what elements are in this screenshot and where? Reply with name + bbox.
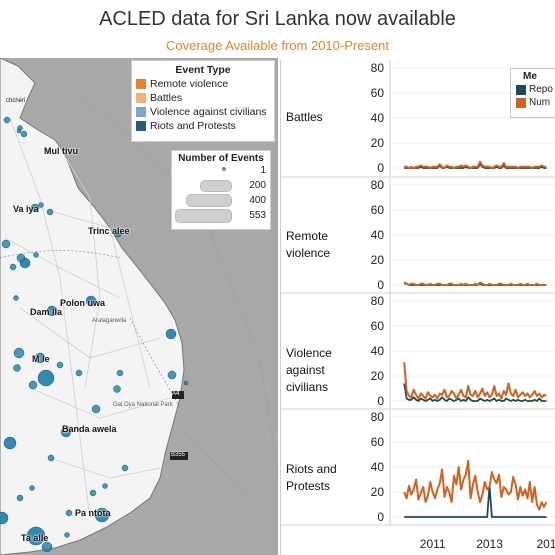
legend-item-battles[interactable]: Battles: [136, 92, 274, 104]
time-series-panels: 0 20 40 60 80 0 20 40 60 80 0 20 40 60 80 0 20 40 60 80 2011…: [280, 60, 555, 555]
road-network: [4, 117, 171, 519]
measure-legend[interactable]: Me Repo Num: [510, 68, 555, 118]
measure-legend-title: Me: [523, 71, 537, 82]
size-marker-200: [200, 180, 232, 192]
place-vavuniya: Va iya: [13, 204, 39, 214]
series-line-num: [403, 459, 548, 511]
size-marker-1: [222, 167, 226, 171]
size-legend-row: 200: [172, 179, 270, 194]
place-point-pedro: chchéri: [6, 98, 26, 104]
swatch-battles: [136, 93, 146, 103]
panel-divider: [280, 60, 281, 555]
panel-label-riots-protests: Riots and Protests: [286, 462, 337, 493]
measure-legend-label: Num: [529, 97, 551, 108]
series-line-num: [404, 281, 547, 286]
event-type-legend-title: Event Type: [175, 64, 231, 76]
time-series-chart[interactable]: 0 20 40 60 80 0 20 40 60 80 0 20 40 60 80 0 20 40 60 80 2011…: [280, 60, 555, 555]
y-tick-label: 20: [371, 253, 385, 267]
place-polonnaruwa: Polon uwa: [60, 298, 105, 308]
y-tick-label: 40: [371, 460, 385, 474]
size-legend-value: 200: [249, 180, 266, 191]
series-line-repo: [403, 383, 547, 402]
series-line-repo: [404, 163, 547, 169]
measure-legend-item-reported[interactable]: Repo: [516, 84, 555, 95]
y-tick-label: 80: [371, 178, 385, 192]
series-line-num: [403, 362, 547, 400]
size-marker-553: [175, 209, 232, 223]
legend-label: Violence against civilians: [150, 106, 267, 118]
y-tick-label: 40: [371, 228, 385, 242]
place-mullaitivu: Mul tivu: [44, 146, 78, 156]
swatch-riots-protests: [136, 121, 146, 131]
swatch-violence-civilians: [136, 107, 146, 117]
legend-item-violence-civilians[interactable]: Violence against civilians: [136, 106, 274, 118]
size-legend-value: 400: [249, 195, 266, 206]
y-tick-label: 60: [371, 435, 385, 449]
place-tangalle: Ta alle: [21, 533, 49, 543]
size-legend-value: 1: [260, 165, 266, 176]
place-bandarawela: Banda awela: [62, 424, 117, 434]
place-hambantota: Pa ntota: [75, 508, 111, 518]
swatch-reported-fatalities: [516, 84, 526, 95]
legend-item-riots-protests[interactable]: Riots and Protests: [136, 120, 274, 132]
y-tick-label: 0: [377, 278, 384, 292]
road-badge-b355: [170, 452, 188, 460]
size-legend-row: 400: [172, 194, 270, 209]
place-trincomalee: Trinc alee: [88, 226, 130, 236]
page-subtitle: Coverage Available from 2010-Present: [165, 38, 390, 53]
x-tick-label: 201: [536, 537, 555, 551]
measure-legend-item-number[interactable]: Num: [516, 97, 555, 108]
y-tick-label: 80: [371, 410, 385, 424]
place-mahiyangana: M le: [32, 354, 50, 364]
event-type-legend[interactable]: Event Type Remote violence Battles Viole…: [131, 60, 275, 142]
x-tick-label: 2011: [420, 537, 446, 551]
legend-label: Battles: [150, 92, 183, 104]
legend-label: Riots and Protests: [150, 120, 236, 132]
measure-legend-label: Repo: [529, 84, 553, 95]
series-line-num: [404, 160, 547, 169]
number-of-events-legend: Number of Events 1 200 400 553: [171, 150, 271, 230]
size-legend-title: Number of Events: [178, 153, 264, 164]
y-tick-label: 60: [371, 86, 385, 100]
place-dambulla: Dam lla: [30, 307, 63, 317]
road-badge-a4: [172, 391, 184, 399]
y-tick-label: 20: [371, 485, 385, 499]
legend-item-remote-violence[interactable]: Remote violence: [136, 78, 274, 90]
x-tick-label: 2013: [476, 537, 503, 551]
swatch-remote-violence: [136, 79, 146, 89]
y-tick-label: 80: [371, 294, 385, 308]
road-badge-a4-label: A4: [172, 391, 180, 397]
page-title: ACLED data for Sri Lanka now available: [99, 8, 456, 30]
y-tick-label: 60: [371, 319, 385, 333]
y-tick-label: 0: [377, 510, 384, 524]
size-legend-row: 553: [172, 209, 270, 224]
event-markers[interactable]: [0, 116, 189, 553]
y-tick-label: 0: [377, 161, 384, 175]
panel-label-violence-civilians: Violence against civilians: [286, 346, 332, 394]
y-tick-label: 60: [371, 203, 385, 217]
y-tick-label: 20: [371, 369, 385, 383]
place-gal-oya: Gal Oya National Park: [113, 402, 173, 408]
panel-label-battles: Battles: [286, 110, 323, 124]
size-legend-row: 1: [172, 164, 270, 179]
size-legend-value: 553: [249, 210, 266, 221]
y-tick-label: 80: [371, 61, 385, 75]
y-tick-label: 0: [377, 394, 384, 408]
panel-label-remote-violence: Remote violence: [286, 229, 331, 260]
legend-label: Remote violence: [150, 78, 229, 90]
road-badge-b355-label: B355: [171, 452, 186, 458]
series-line-repo: [404, 484, 547, 518]
swatch-number-of-events: [516, 97, 526, 108]
y-tick-label: 20: [371, 136, 385, 150]
y-tick-label: 40: [371, 111, 385, 125]
y-tick-label: 40: [371, 344, 385, 358]
island-landmass: [0, 58, 185, 555]
size-marker-400: [186, 194, 232, 207]
place-aralaganwila: Aralaganwila: [92, 318, 127, 324]
